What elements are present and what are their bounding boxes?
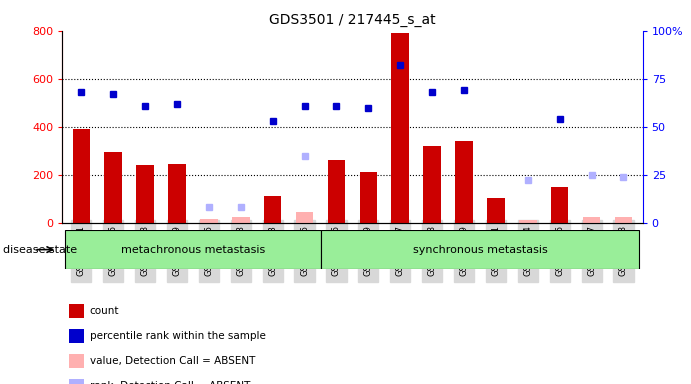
Bar xyxy=(66,230,321,269)
Bar xyxy=(296,212,313,223)
Text: disease state: disease state xyxy=(3,245,77,255)
Bar xyxy=(424,146,441,223)
Bar xyxy=(519,220,537,223)
Bar xyxy=(487,197,504,223)
Bar xyxy=(392,33,409,223)
Bar xyxy=(264,196,281,223)
Bar xyxy=(200,219,218,223)
Bar xyxy=(551,187,569,223)
Bar xyxy=(232,217,249,223)
Bar xyxy=(321,230,639,269)
Text: count: count xyxy=(90,306,120,316)
Bar xyxy=(104,152,122,223)
Bar xyxy=(73,129,90,223)
Title: GDS3501 / 217445_s_at: GDS3501 / 217445_s_at xyxy=(269,13,436,27)
Bar xyxy=(328,161,346,223)
Text: value, Detection Call = ABSENT: value, Detection Call = ABSENT xyxy=(90,356,255,366)
Bar xyxy=(359,172,377,223)
Text: percentile rank within the sample: percentile rank within the sample xyxy=(90,331,266,341)
Text: metachronous metastasis: metachronous metastasis xyxy=(121,245,265,255)
Bar xyxy=(583,217,600,223)
Bar xyxy=(615,217,632,223)
Bar xyxy=(168,164,186,223)
Text: rank, Detection Call = ABSENT: rank, Detection Call = ABSENT xyxy=(90,381,250,384)
Text: synchronous metastasis: synchronous metastasis xyxy=(413,245,547,255)
Bar xyxy=(136,165,154,223)
Bar xyxy=(455,141,473,223)
